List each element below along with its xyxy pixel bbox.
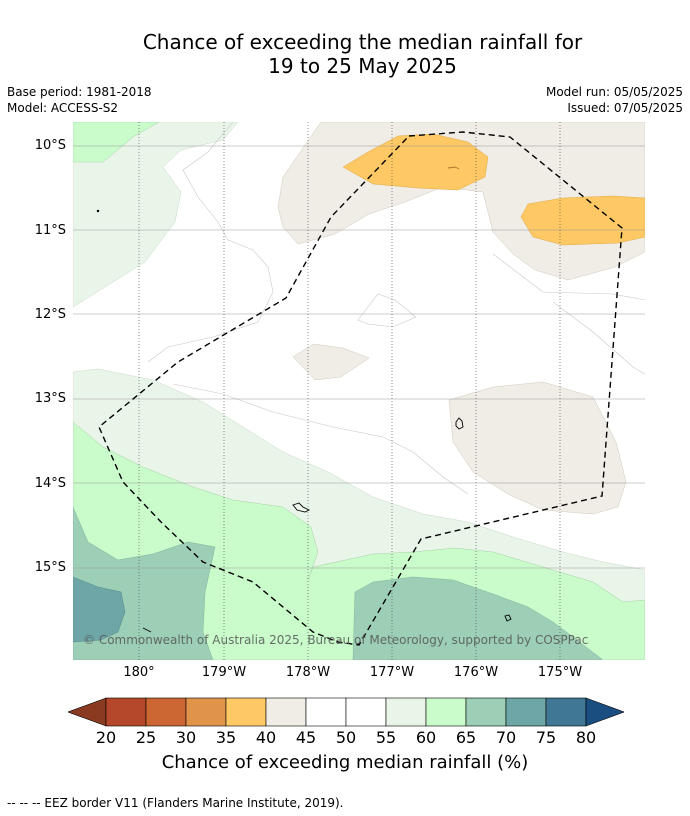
colorbar-tick-label: 65 [455, 728, 477, 747]
model-run-text: Model run: 05/05/2025 [545, 85, 683, 99]
region-35-40-northeast [520, 195, 645, 246]
islands [96, 166, 512, 633]
copyright-text: © Commonwealth of Australia 2025, Bureau… [83, 633, 589, 647]
colorbar-tick-label: 45 [295, 728, 317, 747]
region-65-70-southeast [352, 576, 604, 660]
colorbar-cell [305, 697, 347, 727]
colorbar-cell [425, 697, 467, 727]
region-55-60-west [73, 122, 239, 308]
island [447, 166, 460, 170]
colorbar-cell [505, 697, 547, 727]
lat-label-13S: 13°S [34, 391, 66, 406]
region-60-65-northwest [73, 122, 160, 163]
colorbar-tick-label: 50 [335, 728, 357, 747]
title-line-1: Chance of exceeding the median rainfall … [142, 30, 583, 54]
eez-border [98, 131, 623, 646]
base-period-text: Base period: 1981-2018 [7, 85, 152, 99]
region-40-45-center [292, 343, 370, 381]
lon-label-176W: 176°W [453, 665, 499, 680]
lon-label-175W: 175°W [537, 665, 583, 680]
contour-line [357, 293, 417, 328]
contour-line [172, 383, 469, 495]
colorbar-tick-label: 35 [215, 728, 237, 747]
island [142, 627, 152, 633]
lat-label-10S: 10°S [34, 138, 66, 153]
colorbar-cell [225, 697, 267, 727]
colorbar-tick-label: 75 [535, 728, 557, 747]
lat-label-15S: 15°S [34, 560, 66, 575]
colorbar-cell [465, 697, 507, 727]
run-info: Model run: 05/05/2025 Issued: 07/05/2025 [546, 84, 683, 116]
model-name-text: Model: ACCESS-S2 [7, 101, 119, 115]
colorbar-extend-high [585, 697, 624, 727]
rainfall-map [73, 122, 645, 660]
colorbar-label: Chance of exceeding median rainfall (%) [161, 752, 529, 773]
colorbar-tick-label: 55 [375, 728, 397, 747]
colorbar-extend-low [68, 697, 107, 727]
colorbar-tick-label: 25 [135, 728, 157, 747]
graticule [73, 145, 645, 569]
colorbar-cell [105, 697, 147, 727]
colorbar-cell [545, 697, 587, 727]
contour-line [552, 301, 645, 375]
eez-footnote: -- -- -- EEZ border V11 (Flanders Marine… [7, 796, 344, 810]
region-40-45-east [448, 381, 627, 515]
island [455, 417, 464, 430]
region-35-40-north [342, 133, 489, 191]
issued-text: Issued: 07/05/2025 [567, 101, 683, 115]
colorbar-tick-label: 20 [95, 728, 117, 747]
colorbar-tick-label: 70 [495, 728, 517, 747]
colorbar-tick-label: 80 [575, 728, 597, 747]
title-line-2: 19 to 25 May 2025 [268, 54, 457, 78]
colorbar-cell [185, 697, 227, 727]
region-70-75-southwest [73, 576, 126, 643]
island [292, 502, 311, 513]
colorbar-cell [385, 697, 427, 727]
colorbar-cell [265, 697, 307, 727]
lat-label-14S: 14°S [34, 476, 66, 491]
colorbar-tick-label: 40 [255, 728, 277, 747]
colorbar [68, 697, 624, 727]
colorbar-tick-label: 30 [175, 728, 197, 747]
contour-line [147, 122, 274, 363]
lon-label-177W: 177°W [369, 665, 415, 680]
colorbar-tick-label: 60 [415, 728, 437, 747]
model-info: Base period: 1981-2018 Model: ACCESS-S2 [7, 84, 152, 116]
map-title: Chance of exceeding the median rainfall … [0, 30, 690, 78]
lon-label-179W: 179°W [201, 665, 247, 680]
island [504, 614, 512, 622]
colorbar-cell [345, 697, 387, 727]
lat-label-12S: 12°S [34, 307, 66, 322]
island [96, 209, 100, 213]
lat-label-11S: 11°S [34, 223, 66, 238]
contour-line [492, 253, 645, 301]
colorbar-cell [145, 697, 187, 727]
lon-label-180: 180° [123, 665, 155, 680]
lon-label-178W: 178°W [285, 665, 331, 680]
